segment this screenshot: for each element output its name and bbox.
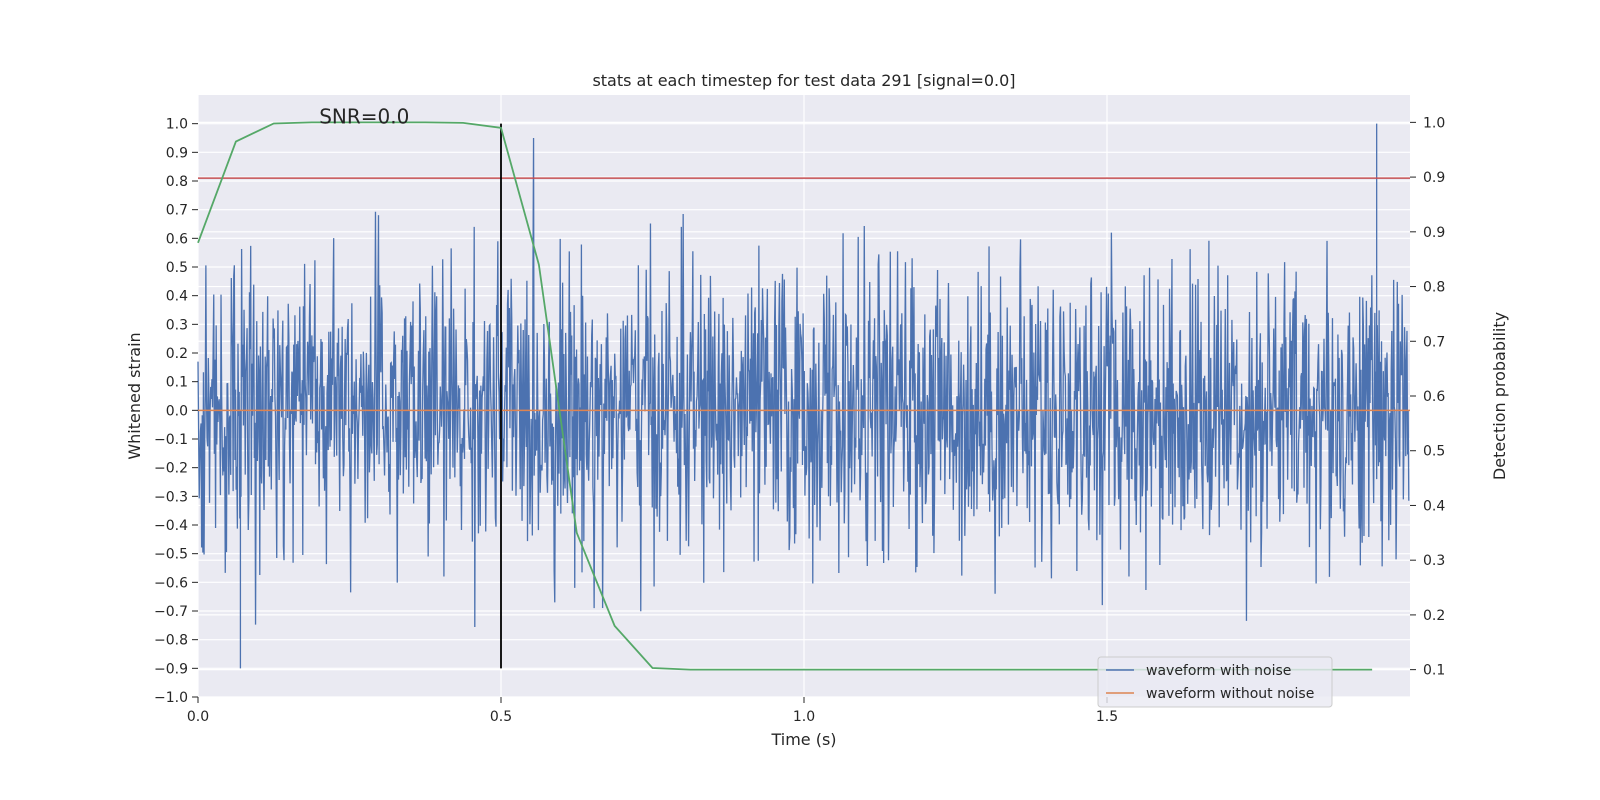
y-tick-label-6: 0.4: [166, 289, 188, 305]
x-tick-label-0: 0.0: [187, 709, 209, 725]
y-tick-label-10: 0.0: [166, 403, 188, 419]
y-tick-label-2: 0.8: [166, 174, 188, 190]
y-right-tick-label-8: 0.3: [1423, 553, 1445, 569]
y-right-tick-label-5: 0.6: [1423, 389, 1445, 405]
y-tick-label-9: 0.1: [166, 375, 188, 391]
y-right-tick-label-7: 0.4: [1423, 498, 1445, 514]
x-tick-label-2: 1.0: [793, 709, 815, 725]
y-tick-label-5: 0.5: [166, 260, 188, 276]
y-tick-label-3: 0.7: [166, 203, 188, 219]
y-tick-label-18: −0.8: [154, 633, 188, 649]
legend-entry-waveform-with-noise: waveform with noise: [1146, 663, 1291, 679]
y-tick-label-17: −0.7: [154, 604, 188, 620]
x-tick-label-3: 1.5: [1096, 709, 1118, 725]
y-axis-left: 1.0 0.9 0.8 0.7 0.6 0.5 0.4 0.3 0.2 0.1 0.0 −0.1 −0.…: [154, 117, 198, 706]
x-axis: 0.0 0.5 1.0 1.5: [187, 697, 1118, 725]
y-tick-label-16: −0.6: [154, 575, 188, 591]
y-tick-label-7: 0.3: [166, 317, 188, 333]
y-tick-label-14: −0.4: [154, 518, 188, 534]
y-tick-label-13: −0.3: [154, 489, 188, 505]
y-right-tick-label-0: 1.0: [1423, 115, 1445, 131]
y-axis-right-label: Detection probability: [1490, 312, 1509, 480]
y-tick-label-15: −0.5: [154, 547, 188, 563]
snr-annotation: SNR=0.0: [319, 105, 409, 129]
legend-box: [1097, 656, 1333, 708]
y-right-tick-label-2: 0.9: [1423, 225, 1445, 241]
y-tick-label-4: 0.6: [166, 231, 188, 247]
y-tick-label-8: 0.2: [166, 346, 188, 362]
y-axis-label: Whitened strain: [125, 332, 144, 459]
y-right-tick-label-10: 0.1: [1423, 663, 1445, 679]
legend-entry-waveform-without-noise: waveform without noise: [1146, 686, 1314, 702]
y-right-tick-label-6: 0.5: [1423, 444, 1445, 460]
x-tick-label-1: 0.5: [490, 709, 512, 725]
y-right-tick-label-3: 0.8: [1423, 280, 1445, 296]
y-tick-label-1: 0.9: [166, 145, 188, 161]
y-tick-label-11: −0.1: [154, 432, 188, 448]
legend: waveform with noise waveform without noi…: [1097, 656, 1333, 708]
y-tick-label-19: −0.9: [154, 661, 188, 677]
x-axis-label: Time (s): [770, 730, 836, 749]
y-right-tick-label-9: 0.2: [1423, 608, 1445, 624]
y-tick-label-20: −1.0: [154, 690, 188, 706]
y-axis-right: 1.0 0.9 0.9 0.8 0.7 0.6 0.5 0.4 0.3 0.2 0.1: [1410, 115, 1445, 679]
y-tick-label-0: 1.0: [166, 117, 188, 133]
y-right-tick-label-1: 0.9: [1423, 170, 1445, 186]
y-right-tick-label-4: 0.7: [1423, 334, 1445, 350]
chart-title: stats at each timestep for test data 291…: [592, 71, 1015, 90]
y-tick-label-12: −0.2: [154, 461, 188, 477]
series-waveform-with-noise: [197, 137, 1410, 627]
